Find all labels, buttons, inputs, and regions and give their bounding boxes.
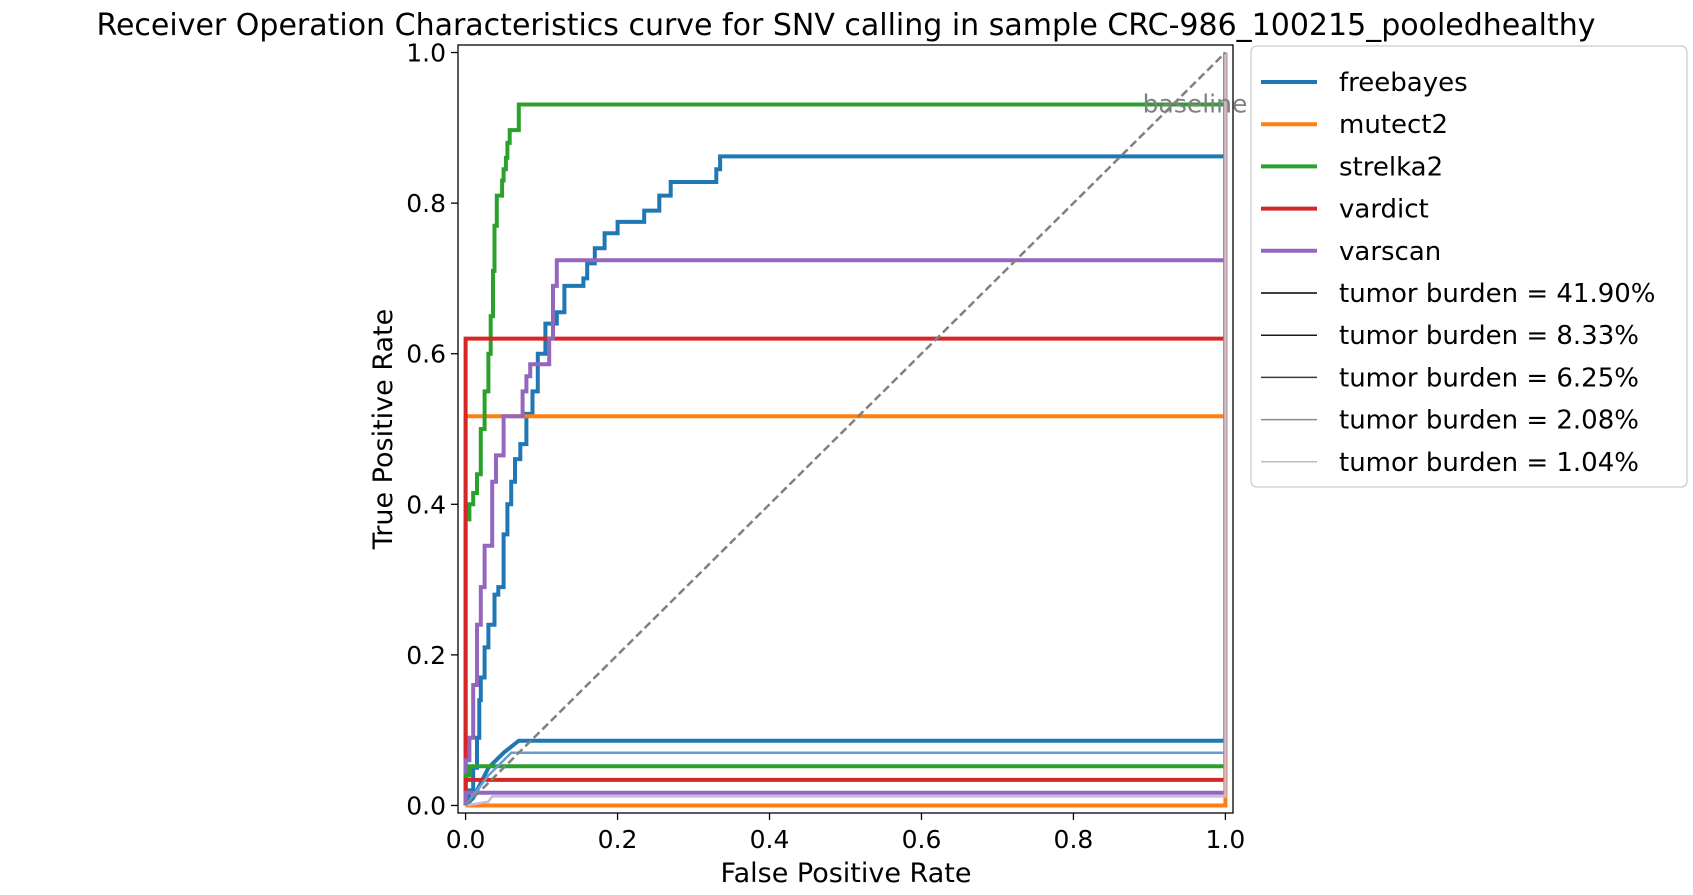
y-tick-label: 1.0 [406,39,446,68]
legend-label: tumor burden = 2.08% [1339,406,1639,436]
legend-label: vardict [1339,195,1429,225]
y-tick-label: 0.6 [406,340,446,369]
chart-title: Receiver Operation Characteristics curve… [96,8,1595,43]
legend: freebayes mutect2 strelka2 vardict varscan tu… [1250,45,1688,488]
x-axis-ticks: 0.0 0.2 0.4 0.6 0.8 1.0 [446,813,1246,854]
legend-label: tumor burden = 8.33% [1339,321,1639,351]
series-line-strelka2-4190 [463,52,1228,806]
legend-label: tumor burden = 1.04% [1339,448,1639,478]
plot-area: 0.0 0.2 0.4 0.6 0.8 1.0 0.0 0.2 0.4 0.6 0.8 1.0 ba… [406,39,1247,854]
y-tick-label: 0.0 [406,791,446,820]
x-tick-label: 0.4 [750,825,790,854]
legend-label: freebayes [1339,68,1468,98]
baseline-line [464,51,1227,807]
y-tick-label: 0.4 [406,490,446,519]
y-tick-label: 0.8 [406,189,446,218]
legend-box [1250,45,1688,488]
legend-label: mutect2 [1339,110,1448,140]
legend-items: freebayes mutect2 strelka2 vardict varscan tu… [1261,68,1656,478]
legend-label: tumor burden = 41.90% [1339,279,1656,309]
legend-label: tumor burden = 6.25% [1339,363,1639,393]
series-line-freebayes-4190 [465,52,1228,808]
x-tick-label: 1.0 [1206,825,1246,854]
legend-label: strelka2 [1339,152,1443,182]
x-axis-label: False Positive Rate [721,858,972,889]
series-line-varscan-104 [465,52,1227,807]
x-tick-label: 0.8 [1054,825,1094,854]
y-tick-label: 0.2 [406,641,446,670]
x-tick-label: 0.6 [902,825,942,854]
y-axis-ticks: 0.0 0.2 0.4 0.6 0.8 1.0 [406,39,458,820]
plot-frame [457,44,1234,814]
series-layer [463,51,1228,808]
y-axis-label: True Positive Rate [368,309,399,551]
baseline-label: baseline [1143,89,1248,118]
series-line-varscan-4190 [463,52,1228,806]
x-tick-label: 0.2 [598,825,638,854]
legend-label: varscan [1339,237,1441,267]
x-tick-label: 0.0 [446,825,486,854]
